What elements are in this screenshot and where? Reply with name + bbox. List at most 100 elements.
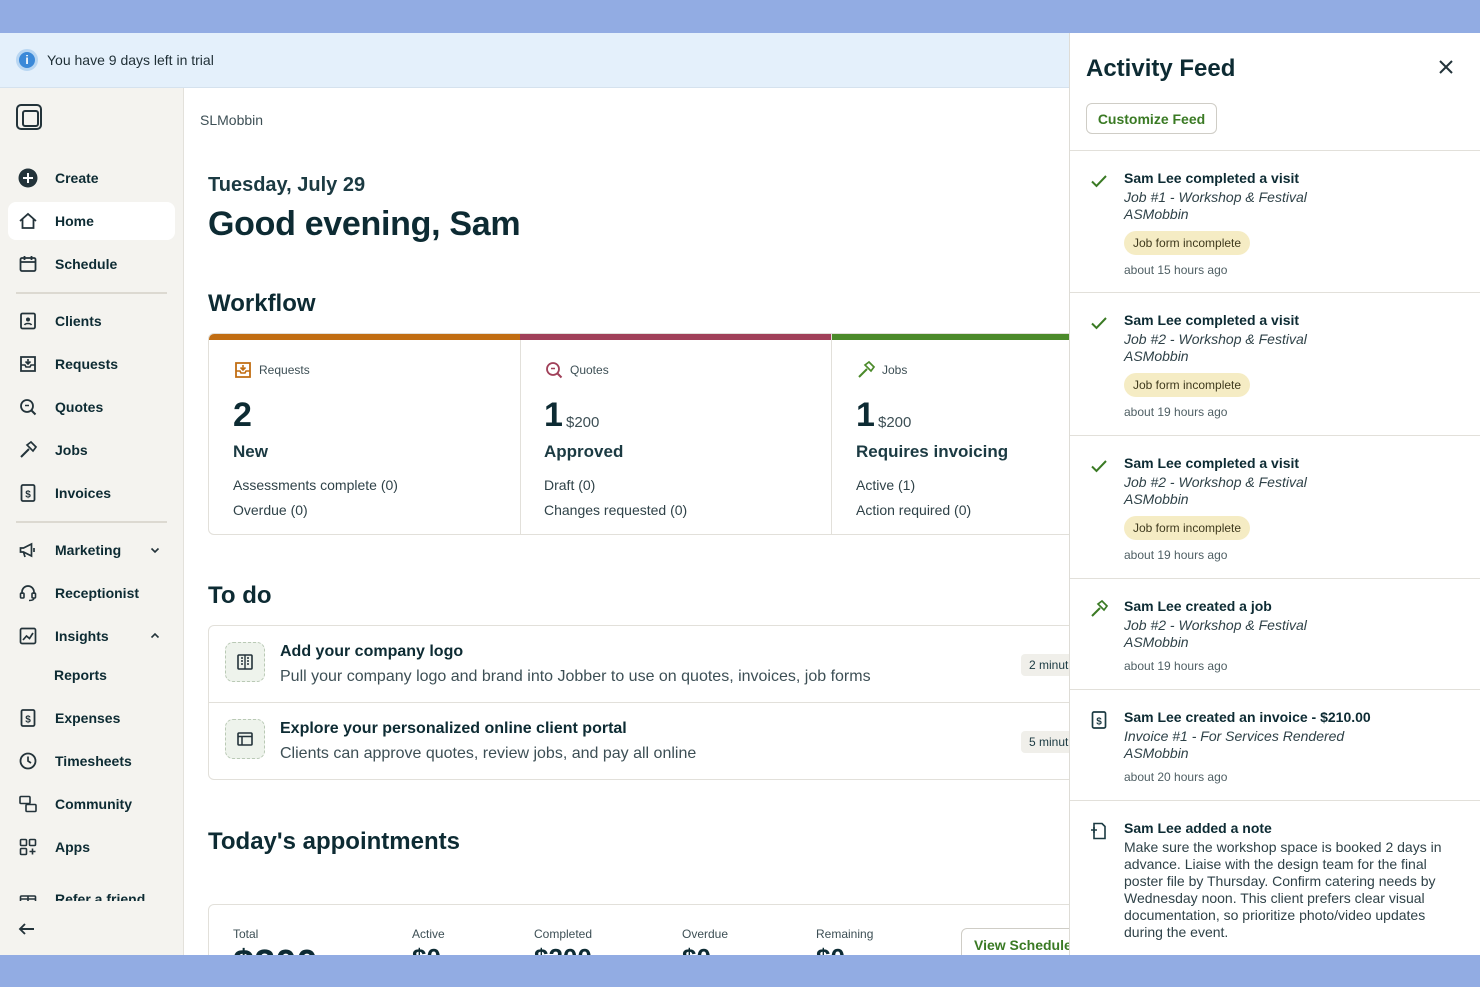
clock-icon (17, 750, 39, 772)
app-logo-icon[interactable] (16, 104, 42, 130)
sidebar-item-community[interactable]: Community (8, 785, 175, 823)
sidebar-item-insights[interactable]: Insights (8, 617, 175, 655)
appointments-active: Active $0 (412, 927, 445, 955)
stat-value: $0 (682, 943, 728, 955)
appointments-heading: Today's appointments (208, 828, 460, 855)
arrow-left-icon[interactable] (17, 919, 37, 944)
svg-text:$: $ (25, 490, 31, 501)
feed-divider (1070, 800, 1480, 801)
workflow-bar (209, 334, 520, 340)
workflow-link[interactable]: Changes requested (0) (544, 502, 688, 518)
workflow-status: Approved (544, 442, 624, 461)
sidebar-item-label: Requests (55, 356, 119, 372)
workflow-count: 1 (544, 396, 563, 434)
sidebar-item-receptionist[interactable]: Receptionist (8, 574, 175, 612)
workflow-count: 2 (233, 396, 252, 434)
sidebar-item-requests[interactable]: Requests (8, 345, 175, 383)
sidebar-item-create[interactable]: Create (8, 159, 175, 197)
app-window: i You have 9 days left in trial Create H… (0, 33, 1480, 955)
feed-item-link[interactable]: Invoice #1 - For Services Rendered (1124, 728, 1345, 744)
workflow-amount: $200 (878, 414, 912, 431)
workflow-status: Requires invoicing (856, 442, 1009, 461)
breadcrumb[interactable]: SLMobbin (200, 112, 264, 128)
hammer-icon (17, 439, 39, 461)
stat-label: Completed (534, 927, 593, 941)
workflow-link[interactable]: Draft (0) (544, 477, 596, 493)
customize-feed-button[interactable]: Customize Feed (1086, 103, 1217, 134)
invoice-icon: $ (1088, 709, 1110, 731)
workflow-link[interactable]: Assessments complete (0) (233, 477, 398, 493)
megaphone-icon (17, 539, 39, 561)
sidebar-item-timesheets[interactable]: Timesheets (8, 742, 175, 780)
feed-item-link[interactable]: Job #2 - Workshop & Festival (1124, 474, 1307, 490)
stat-label: Total (233, 927, 259, 941)
building-icon (225, 642, 265, 682)
stat-value: $200 (233, 943, 318, 955)
sidebar-item-marketing[interactable]: Marketing (8, 531, 175, 569)
quote-icon (17, 396, 39, 418)
sidebar-item-label: Quotes (55, 399, 104, 415)
svg-text:$: $ (25, 715, 31, 726)
workflow-card-quotes[interactable]: Quotes 1 $200 Approved Draft (0) Changes… (520, 334, 832, 534)
sidebar-item-jobs[interactable]: Jobs (8, 431, 175, 469)
workflow-link[interactable]: Overdue (0) (233, 502, 308, 518)
sidebar-item-label: Clients (55, 313, 102, 329)
sidebar-item-clients[interactable]: Clients (8, 302, 175, 340)
info-icon: i (16, 49, 38, 71)
check-icon (1088, 170, 1110, 192)
workflow-card-jobs[interactable]: Jobs 1 $200 Requires invoicing Active (1… (832, 334, 1069, 534)
close-icon[interactable] (1434, 55, 1458, 79)
appointments-remaining: Remaining $0 (816, 927, 873, 955)
sidebar: Create Home Schedule Clients Requests Qu… (0, 88, 184, 955)
appointments-overdue: Overdue $0 (682, 927, 728, 955)
appointments-completed: Completed $200 (534, 927, 592, 955)
hammer-icon (1088, 598, 1110, 620)
workflow-status: New (233, 442, 268, 461)
view-schedule-button[interactable]: View Schedule (961, 928, 1069, 955)
sidebar-item-home[interactable]: Home (8, 202, 175, 240)
sidebar-item-quotes[interactable]: Quotes (8, 388, 175, 426)
feed-divider (1070, 292, 1480, 293)
todo-item-logo[interactable]: Add your company logo Pull your company … (208, 625, 1069, 703)
workflow-card-requests[interactable]: Requests 2 New Assessments complete (0) … (209, 334, 521, 534)
feed-item-client: ASMobbin (1124, 206, 1189, 222)
sidebar-item-reports[interactable]: Reports (8, 656, 175, 694)
stat-value: $0 (816, 943, 873, 955)
portal-icon (225, 719, 265, 759)
sidebar-item-invoices[interactable]: $ Invoices (8, 474, 175, 512)
chevron-down-icon[interactable] (149, 543, 161, 559)
sidebar-item-label: Expenses (55, 710, 121, 726)
sidebar-item-schedule[interactable]: Schedule (8, 245, 175, 283)
main-content: SLMobbin Tuesday, July 29 Good evening, … (184, 88, 1069, 955)
workflow-link[interactable]: Action required (0) (856, 502, 972, 518)
sidebar-divider (16, 292, 167, 294)
feed-item-time: about 15 hours ago (1124, 263, 1228, 277)
feed-item-title: Sam Lee completed a visit (1124, 170, 1300, 186)
feed-item-time: about 19 hours ago (1124, 548, 1228, 562)
feed-item-title: Sam Lee completed a visit (1124, 312, 1300, 328)
sidebar-item-apps[interactable]: Apps (8, 828, 175, 866)
stat-value: $0 (412, 943, 445, 955)
stat-label: Remaining (816, 927, 874, 941)
trial-banner-text: You have 9 days left in trial (47, 52, 214, 68)
workflow-label: Requests (259, 363, 310, 377)
sidebar-item-label: Receptionist (55, 585, 140, 601)
todo-heading: To do (208, 582, 272, 609)
workflow-label: Jobs (882, 363, 908, 377)
sidebar-item-label: Invoices (55, 485, 112, 501)
feed-item-link[interactable]: Job #2 - Workshop & Festival (1124, 617, 1307, 633)
sidebar-item-expenses[interactable]: $ Expenses (8, 699, 175, 737)
hammer-icon (856, 360, 876, 380)
appointments-panel: Total $200 Active $0 Completed $200 Over… (208, 904, 1069, 955)
feed-item-title: Sam Lee created a job (1124, 598, 1272, 614)
trial-banner: i You have 9 days left in trial (0, 33, 1069, 88)
feed-item-title: Sam Lee created an invoice - $210.00 (1124, 709, 1371, 725)
workflow-link[interactable]: Active (1) (856, 477, 916, 493)
todo-item-portal[interactable]: Explore your personalized online client … (208, 702, 1069, 780)
workflow-count: 1 (856, 396, 875, 434)
feed-item-link[interactable]: Job #1 - Workshop & Festival (1124, 189, 1307, 205)
chevron-up-icon[interactable] (149, 629, 161, 645)
status-badge: Job form incomplete (1124, 231, 1251, 255)
workflow-amount: $200 (566, 414, 600, 431)
feed-item-link[interactable]: Job #2 - Workshop & Festival (1124, 331, 1307, 347)
